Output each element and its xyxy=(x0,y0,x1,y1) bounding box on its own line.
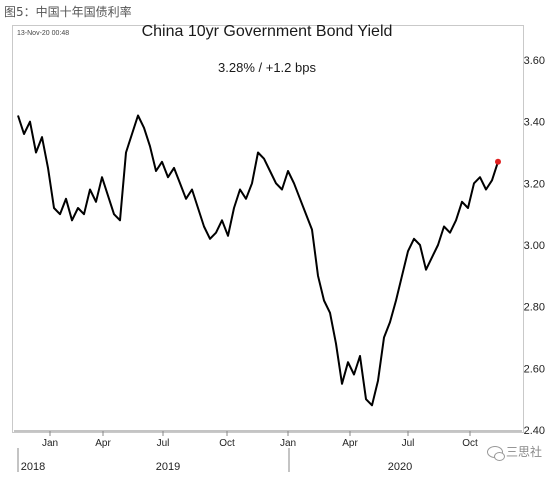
watermark-text: 三思社 xyxy=(506,445,543,459)
wechat-icon xyxy=(487,445,505,461)
year-label: 2020 xyxy=(388,461,412,473)
y-tick-label: 3.00 xyxy=(524,240,545,252)
year-label: 2018 xyxy=(21,461,45,473)
y-tick-label: 3.40 xyxy=(524,117,545,129)
chart-subtitle: 3.28% / +1.2 bps xyxy=(218,60,316,75)
series-line xyxy=(17,114,499,407)
x-tick-label: Jul xyxy=(157,438,170,449)
x-tick-label: Apr xyxy=(342,438,358,449)
watermark: 三思社 xyxy=(487,443,543,461)
y-tick-label: 2.60 xyxy=(524,363,545,375)
x-tick-label: Oct xyxy=(462,438,478,449)
x-tick-label: Oct xyxy=(219,438,235,449)
year-label: 2019 xyxy=(156,461,180,473)
y-axis: 3.60 3.40 3.20 3.00 2.80 2.60 2.40 xyxy=(524,55,545,437)
timestamp: 13-Nov-20 00:48 xyxy=(17,30,70,37)
figure-caption: 图5：中国十年国债利率 xyxy=(4,5,132,19)
y-tick-label: 2.40 xyxy=(524,425,545,437)
series-layer xyxy=(17,114,501,407)
x-tick-label: Jan xyxy=(280,438,296,449)
x-tick-label: Jan xyxy=(42,438,58,449)
y-tick-label: 2.80 xyxy=(524,302,545,314)
chart-title: China 10yr Government Bond Yield xyxy=(141,23,393,40)
x-tick-label: Jul xyxy=(402,438,415,449)
y-tick-label: 3.60 xyxy=(524,55,545,67)
x-axis: Jan Apr Jul Oct Jan Apr Jul Oct 2018 2019 2020 xyxy=(14,430,522,473)
x-tick-label: Apr xyxy=(95,438,111,449)
y-tick-label: 3.20 xyxy=(524,178,545,190)
last-point-marker xyxy=(495,158,501,165)
chart-frame xyxy=(12,25,524,433)
